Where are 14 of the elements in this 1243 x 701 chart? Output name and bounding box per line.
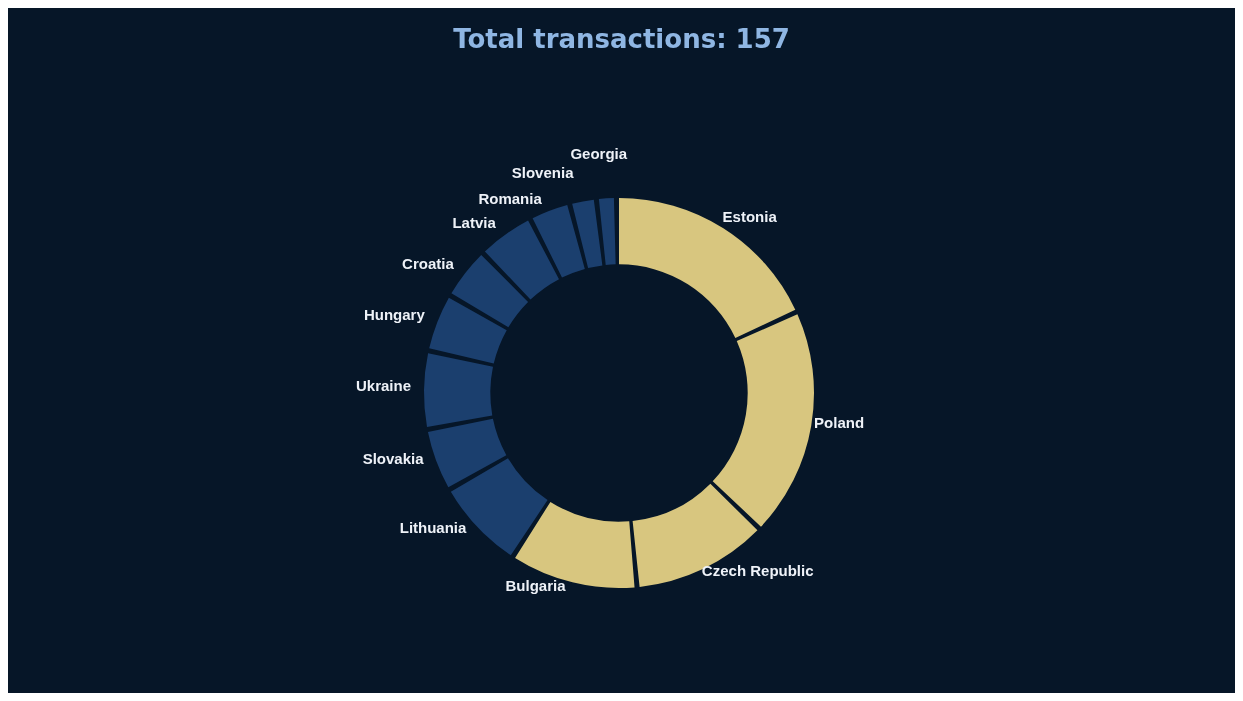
slice-label: Slovenia <box>511 164 575 182</box>
slice-label: Bulgaria <box>505 576 567 594</box>
slice-label: Poland <box>814 413 865 431</box>
slice-label: Slovakia <box>362 449 425 467</box>
slice-label: Georgia <box>570 144 628 162</box>
slice-label: Czech Republic <box>701 562 814 580</box>
slice-label: Hungary <box>363 305 426 323</box>
slice-label: Lithuania <box>399 518 468 536</box>
slice-label: Romania <box>478 189 543 207</box>
slice-label: Ukraine <box>355 376 412 394</box>
slice-label: Latvia <box>452 214 497 232</box>
slice-label: Croatia <box>402 254 455 272</box>
slice-label: Estonia <box>722 208 778 225</box>
chart-title: Total transactions: 157 <box>452 24 791 54</box>
